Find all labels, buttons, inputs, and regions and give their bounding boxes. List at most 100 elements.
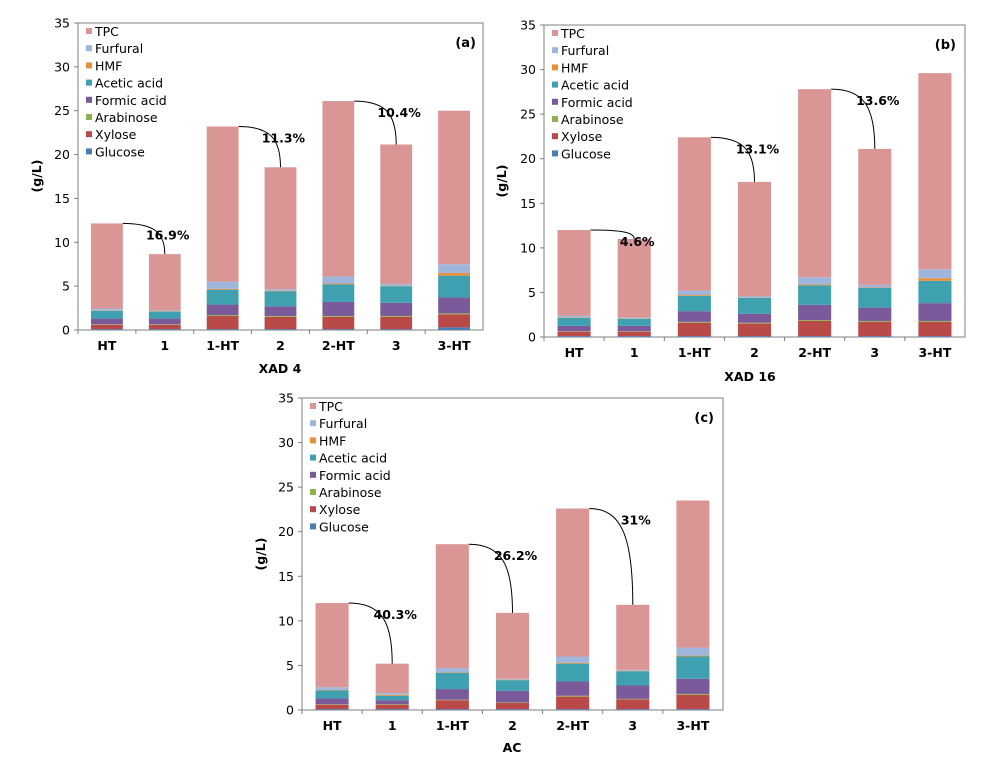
bar-segment-formic-acid xyxy=(798,304,832,321)
reduction-percent-label: 31% xyxy=(621,513,651,528)
y-tick-label: 20 xyxy=(54,147,70,162)
x-tick-label: 3 xyxy=(392,338,401,353)
bar-segment-furfural xyxy=(91,308,123,311)
bar-segment-formic-acid xyxy=(556,681,590,696)
bar-segment-furfural xyxy=(264,289,297,291)
legend-label: HMF xyxy=(319,433,346,448)
bar-segment-tpc xyxy=(91,223,123,309)
y-tick-label: 30 xyxy=(278,435,294,450)
bar-segment-acetic-acid xyxy=(858,287,892,308)
bar-segment-formic-acid xyxy=(375,700,409,705)
y-tick-label: 0 xyxy=(62,323,70,338)
legend-swatch xyxy=(86,62,92,69)
legend-swatch xyxy=(310,523,316,530)
x-tick-label: 3 xyxy=(628,718,637,733)
bar-segment-glucose xyxy=(322,329,355,330)
bar-segment-glucose xyxy=(380,329,413,330)
legend-label: Acetic acid xyxy=(561,78,629,93)
bar-segment-glucose xyxy=(556,709,590,710)
bar-segment-formic-acid xyxy=(858,307,892,321)
bar-segment-xylose xyxy=(918,321,952,337)
reduction-arc xyxy=(589,508,634,605)
y-tick-label: 10 xyxy=(520,240,536,255)
x-axis-title: AC xyxy=(503,740,522,755)
bar-segment-glucose xyxy=(435,709,469,710)
reduction-percent-label: 4.6% xyxy=(620,234,655,249)
legend-label: Formic acid xyxy=(319,468,391,483)
legend-swatch xyxy=(86,148,92,155)
bar-segment-formic-acid xyxy=(91,318,123,325)
bar-segment-glucose xyxy=(737,336,772,337)
x-tick-label: HT xyxy=(565,345,584,360)
bar-segment-glucose xyxy=(798,336,832,337)
legend-swatch xyxy=(86,28,92,34)
y-tick-label: 15 xyxy=(54,191,70,206)
bar-segment-hmf xyxy=(556,662,590,664)
bar-segment-arabinose xyxy=(322,315,355,317)
bar-segment-xylose xyxy=(556,696,590,710)
bar-segment-furfural xyxy=(858,284,892,288)
bar-segment-acetic-acid xyxy=(617,318,651,326)
x-tick-label: 2-HT xyxy=(556,718,589,733)
bar-segment-arabinose xyxy=(264,315,297,317)
bar-segment-formic-acid xyxy=(677,311,711,322)
bar-segment-formic-acid xyxy=(617,325,651,332)
bar-segment-formic-acid xyxy=(264,306,297,316)
y-tick-label: 35 xyxy=(54,16,70,31)
bar-segment-acetic-acid xyxy=(206,289,239,305)
x-tick-label: 3-HT xyxy=(918,345,951,360)
y-tick-label: 30 xyxy=(54,59,70,74)
bar-segment-furfural xyxy=(556,656,590,663)
reduction-arc xyxy=(354,100,397,145)
legend-swatch xyxy=(552,150,558,157)
bar-segment-acetic-acid xyxy=(676,656,710,679)
legend-label: Glucose xyxy=(319,519,369,534)
bar-segment-glucose xyxy=(616,709,650,710)
bar-segment-furfural xyxy=(375,693,409,695)
bar-segment-acetic-acid xyxy=(677,295,711,312)
bar-segment-acetic-acid xyxy=(556,663,590,682)
bar-segment-furfural xyxy=(918,269,952,279)
reduction-arc xyxy=(238,126,281,168)
bar-segment-arabinose xyxy=(556,695,590,697)
x-tick-label: 3-HT xyxy=(438,338,471,353)
panel-label: (b) xyxy=(935,38,956,53)
bar-segment-furfural xyxy=(438,264,470,273)
y-tick-label: 35 xyxy=(278,391,294,406)
bar-segment-glucose xyxy=(677,336,711,337)
legend-swatch xyxy=(310,420,316,427)
bar-segment-hmf xyxy=(206,288,239,290)
bar-segment-tpc xyxy=(556,508,590,657)
legend-swatch xyxy=(310,454,316,461)
legend-swatch xyxy=(86,114,92,120)
bar-segment-glucose xyxy=(918,336,952,337)
bar-segment-furfural xyxy=(148,310,181,312)
legend-swatch xyxy=(310,489,316,495)
bar-segment-xylose xyxy=(617,331,651,337)
x-axis-title: XAD 16 xyxy=(724,369,776,384)
x-tick-label: 1 xyxy=(630,345,639,360)
x-tick-label: 1 xyxy=(388,718,397,733)
legend-label: Xylose xyxy=(319,502,361,517)
legend-swatch xyxy=(552,116,558,122)
bar-segment-formic-acid xyxy=(918,303,952,321)
y-tick-label: 25 xyxy=(520,107,536,122)
bar-segment-furfural xyxy=(557,315,591,318)
bar-segment-arabinose xyxy=(798,320,832,321)
legend-label: TPC xyxy=(318,399,343,414)
reduction-percent-label: 13.6% xyxy=(856,93,900,108)
bar-segment-acetic-acid xyxy=(557,317,591,326)
bar-segment-glucose xyxy=(438,327,470,330)
x-axis-title: XAD 4 xyxy=(259,361,302,376)
y-tick-label: 25 xyxy=(54,103,70,118)
bar-segment-formic-acid xyxy=(616,685,650,699)
legend-label: TPC xyxy=(94,24,119,39)
legend-swatch xyxy=(552,98,558,105)
legend-label: Furfural xyxy=(95,41,143,56)
y-axis-title: (g/L) xyxy=(29,160,44,193)
bar-segment-acetic-acid xyxy=(264,291,297,307)
bar-segment-formic-acid xyxy=(206,304,239,316)
bar-segment-furfural xyxy=(495,678,530,680)
panel-a-chart: 16.9% 11.3% 10.4% 0 5 10 15 20 25 30 35 HT 1 1-HT 2 2… xyxy=(29,16,484,376)
